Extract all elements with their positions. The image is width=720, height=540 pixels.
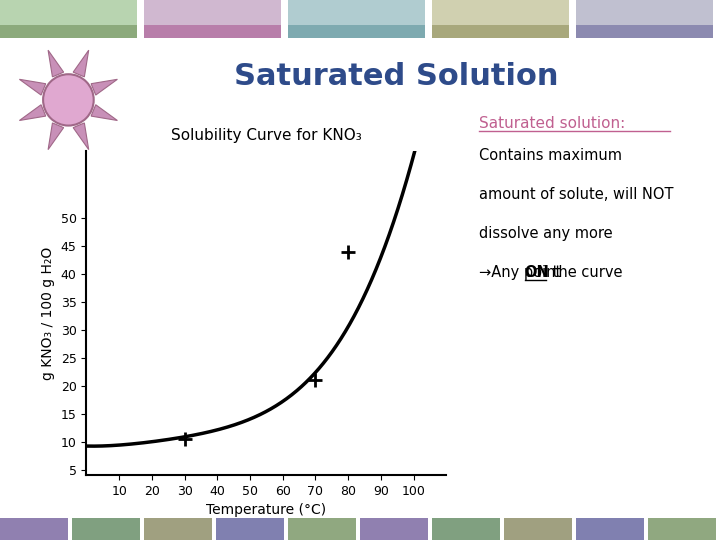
- Text: dissolve any more: dissolve any more: [479, 226, 613, 241]
- Bar: [144, 518, 212, 540]
- Bar: [576, 0, 713, 38]
- Title: Solubility Curve for KNO₃: Solubility Curve for KNO₃: [171, 128, 361, 143]
- Bar: [432, 518, 500, 540]
- Polygon shape: [19, 105, 45, 120]
- X-axis label: Temperature (°C): Temperature (°C): [207, 503, 326, 517]
- Text: →Any point: →Any point: [479, 265, 566, 280]
- Text: ON: ON: [525, 265, 549, 280]
- Bar: [288, 0, 425, 38]
- Text: amount of solute, will NOT: amount of solute, will NOT: [479, 187, 673, 202]
- Bar: [504, 518, 572, 540]
- Polygon shape: [91, 79, 117, 95]
- Polygon shape: [73, 50, 89, 77]
- Text: Contains maximum: Contains maximum: [479, 148, 622, 164]
- Text: Saturated solution:: Saturated solution:: [479, 116, 625, 131]
- Polygon shape: [48, 123, 63, 150]
- Text: the curve: the curve: [548, 265, 622, 280]
- Bar: [432, 0, 569, 38]
- Bar: [360, 518, 428, 540]
- Y-axis label: g KNO₃ / 100 g H₂O: g KNO₃ / 100 g H₂O: [41, 247, 55, 380]
- Bar: [0, 0, 137, 38]
- Polygon shape: [73, 123, 89, 150]
- Bar: [72, 518, 140, 540]
- Text: Saturated Solution: Saturated Solution: [234, 62, 558, 91]
- Polygon shape: [48, 50, 63, 77]
- Bar: [216, 518, 284, 540]
- Bar: [576, 518, 644, 540]
- Polygon shape: [91, 105, 117, 120]
- Circle shape: [43, 74, 94, 126]
- Bar: [144, 0, 281, 38]
- Bar: [432, 24, 569, 38]
- Bar: [648, 518, 716, 540]
- Bar: [288, 518, 356, 540]
- Polygon shape: [19, 79, 45, 95]
- Bar: [288, 24, 425, 38]
- Bar: [144, 24, 281, 38]
- Bar: [0, 24, 137, 38]
- Bar: [0, 518, 68, 540]
- Bar: [576, 24, 713, 38]
